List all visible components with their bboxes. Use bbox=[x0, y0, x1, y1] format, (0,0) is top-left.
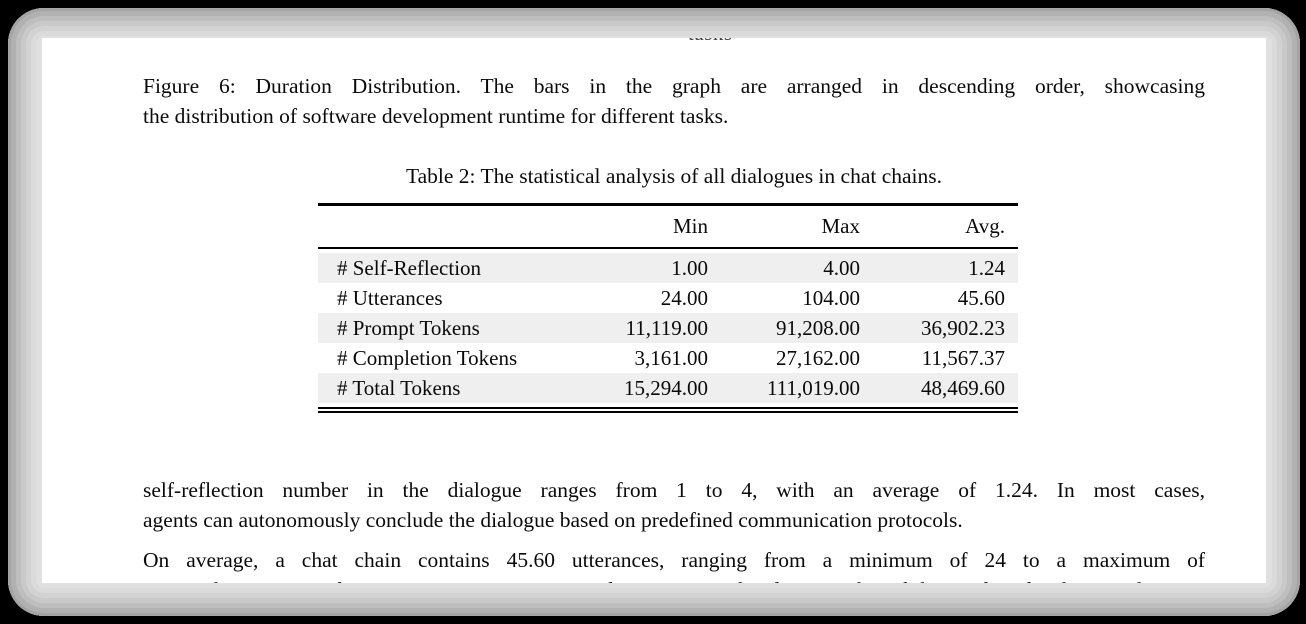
cell-avg: 45.60 bbox=[957, 285, 1005, 310]
table-header-row: Min Max Avg. bbox=[318, 206, 1018, 249]
figure-caption-line-1: Figure 6: Duration Distribution. The bar… bbox=[143, 74, 1205, 98]
cell-min: 15,294.00 bbox=[570, 373, 710, 403]
cell-max: 91,208.00 bbox=[710, 313, 862, 343]
figure-caption: Figure 6: Duration Distribution. The bar… bbox=[143, 71, 1205, 131]
table-row: # Total Tokens 15,294.00 111,019.00 48,4… bbox=[318, 373, 1018, 403]
figure-caption-line-2: the distribution of software development… bbox=[143, 104, 729, 128]
table-row: # Prompt Tokens 11,119.00 91,208.00 36,9… bbox=[318, 313, 1018, 343]
cell-min: 24.00 bbox=[660, 285, 708, 310]
paragraph-line: self-reflection number in the dialogue r… bbox=[143, 478, 1205, 502]
cell-max: 111,019.00 bbox=[710, 373, 862, 403]
row-label: # Completion Tokens bbox=[337, 345, 518, 370]
body-paragraph-1: self-reflection number in the dialogue r… bbox=[143, 475, 1205, 535]
cell-avg: 36,902.23 bbox=[862, 313, 1018, 343]
paragraph-line: On average, a chat chain contains 45.60 … bbox=[143, 548, 1205, 572]
column-header-avg: Avg. bbox=[862, 206, 1018, 249]
paper-page: tasks Figure 6: Duration Distribution. T… bbox=[42, 38, 1266, 583]
clipped-axis-label: tasks bbox=[688, 38, 733, 45]
cell-min: 1.00 bbox=[570, 253, 710, 283]
table-row: # Self-Reflection 1.00 4.00 1.24 bbox=[318, 253, 1018, 283]
cell-avg: 1.24 bbox=[862, 253, 1018, 283]
table-rule-gap bbox=[318, 248, 1018, 253]
table-caption: Table 2: The statistical analysis of all… bbox=[405, 164, 943, 188]
row-label: # Prompt Tokens bbox=[318, 313, 570, 343]
cell-min: 3,161.00 bbox=[634, 345, 709, 370]
column-header-min: Min bbox=[570, 206, 710, 249]
cell-avg: 11,567.37 bbox=[921, 345, 1005, 370]
table-row: # Completion Tokens 3,161.00 27,162.00 1… bbox=[318, 343, 1018, 373]
row-label: # Utterances bbox=[337, 285, 443, 310]
paragraph-line-clipped: 104. The count of utterances encompasses… bbox=[143, 575, 1205, 583]
viewer-frame: tasks Figure 6: Duration Distribution. T… bbox=[8, 8, 1300, 616]
stats-table: Min Max Avg. # Self-Reflection 1.00 4.00… bbox=[318, 203, 1018, 413]
column-header-blank bbox=[318, 206, 570, 249]
cell-min: 11,119.00 bbox=[570, 313, 710, 343]
body-paragraph-2: On average, a chat chain contains 45.60 … bbox=[143, 545, 1205, 583]
cell-max: 104.00 bbox=[802, 285, 860, 310]
paragraph-line: agents can autonomously conclude the dia… bbox=[143, 508, 963, 532]
cell-max: 4.00 bbox=[710, 253, 862, 283]
column-header-max: Max bbox=[710, 206, 862, 249]
row-label: # Total Tokens bbox=[318, 373, 570, 403]
row-label: # Self-Reflection bbox=[318, 253, 570, 283]
table-row: # Utterances 24.00 104.00 45.60 bbox=[318, 283, 1018, 313]
cell-max: 27,162.00 bbox=[776, 345, 860, 370]
cell-avg: 48,469.60 bbox=[862, 373, 1018, 403]
